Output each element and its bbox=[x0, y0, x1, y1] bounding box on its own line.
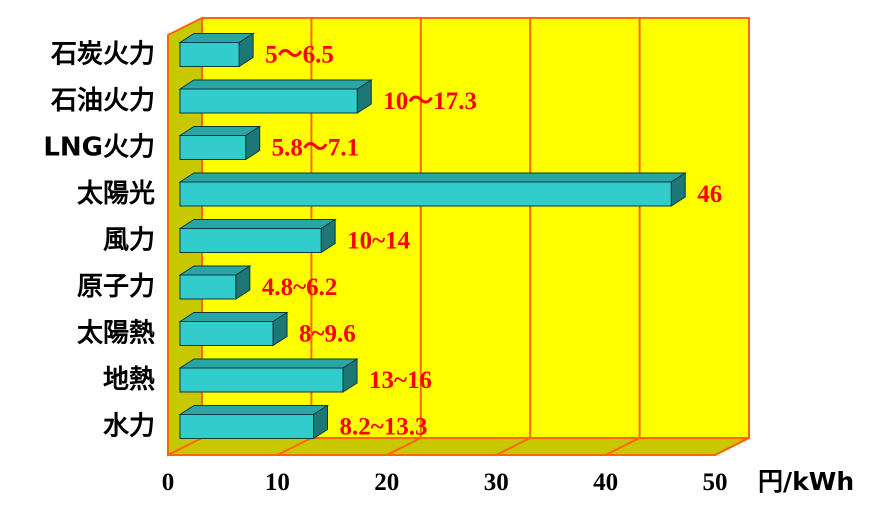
bar-front-face bbox=[179, 135, 247, 160]
bar bbox=[178, 125, 262, 161]
grid-floor-line bbox=[386, 437, 422, 456]
bar bbox=[178, 32, 255, 68]
x-tick-label: 30 bbox=[484, 469, 509, 496]
grid-floor-line bbox=[495, 437, 531, 456]
bar-front-face bbox=[179, 181, 672, 207]
data-label: 8~9.6 bbox=[299, 321, 356, 348]
grid-floor-line bbox=[714, 437, 750, 456]
data-label: 13~16 bbox=[369, 367, 432, 394]
bar-front-face bbox=[179, 321, 274, 346]
category-label: 太陽光 bbox=[77, 179, 155, 209]
bar-top-face bbox=[178, 358, 359, 369]
bar bbox=[178, 358, 359, 393]
x-tick-label: 10 bbox=[265, 469, 290, 496]
bar-top-face bbox=[178, 312, 289, 322]
category-label: LNG火力 bbox=[43, 133, 155, 163]
bar-top-face bbox=[178, 405, 330, 415]
bar-top-face bbox=[178, 79, 373, 90]
category-label: 地熱 bbox=[103, 365, 155, 395]
x-tick-label: 0 bbox=[162, 469, 175, 496]
bar-top-face bbox=[178, 219, 337, 229]
bar-front-face bbox=[179, 414, 315, 439]
data-label: 10~14 bbox=[347, 228, 411, 255]
bar-front-face bbox=[179, 42, 240, 67]
grid-floor-line bbox=[605, 437, 641, 456]
bar-front-face bbox=[179, 88, 358, 114]
data-label: 5～6.5 bbox=[265, 42, 334, 69]
bar bbox=[178, 404, 330, 440]
bar bbox=[178, 172, 687, 207]
x-axis-unit-label: 円/kWh bbox=[758, 467, 854, 496]
bar bbox=[178, 265, 252, 300]
data-label: 10～17.3 bbox=[383, 88, 477, 115]
labels: 0 10 20 30 40 50 石炭火力 5～6.5 石油火力 10～17.3 LNG火力 5.8～… bbox=[43, 40, 727, 497]
bar-front-face bbox=[179, 228, 322, 253]
data-label: 5.8～7.1 bbox=[272, 135, 360, 162]
category-label: 風力 bbox=[103, 226, 155, 256]
bar bbox=[178, 218, 337, 254]
bar-top-face bbox=[178, 172, 687, 183]
category-label: 原子力 bbox=[77, 272, 155, 302]
category-label: 石炭火力 bbox=[50, 40, 155, 70]
category-label: 石油火力 bbox=[50, 86, 155, 116]
x-tick-label: 40 bbox=[593, 469, 618, 496]
category-label: 水力 bbox=[103, 412, 155, 442]
bar-front-face bbox=[179, 274, 237, 300]
bar-front-face bbox=[179, 367, 344, 393]
bar bbox=[178, 79, 373, 114]
x-tick-label: 20 bbox=[374, 469, 399, 496]
data-label: 8.2~13.3 bbox=[340, 414, 428, 441]
category-label: 太陽熱 bbox=[77, 319, 155, 349]
data-label: 4.8~6.2 bbox=[262, 274, 338, 301]
data-label: 46 bbox=[697, 181, 722, 208]
plot-floor bbox=[167, 437, 750, 456]
bars bbox=[178, 32, 687, 440]
x-tick-label: 50 bbox=[703, 469, 728, 496]
grid-floor-line bbox=[276, 437, 312, 456]
bar bbox=[178, 311, 289, 347]
